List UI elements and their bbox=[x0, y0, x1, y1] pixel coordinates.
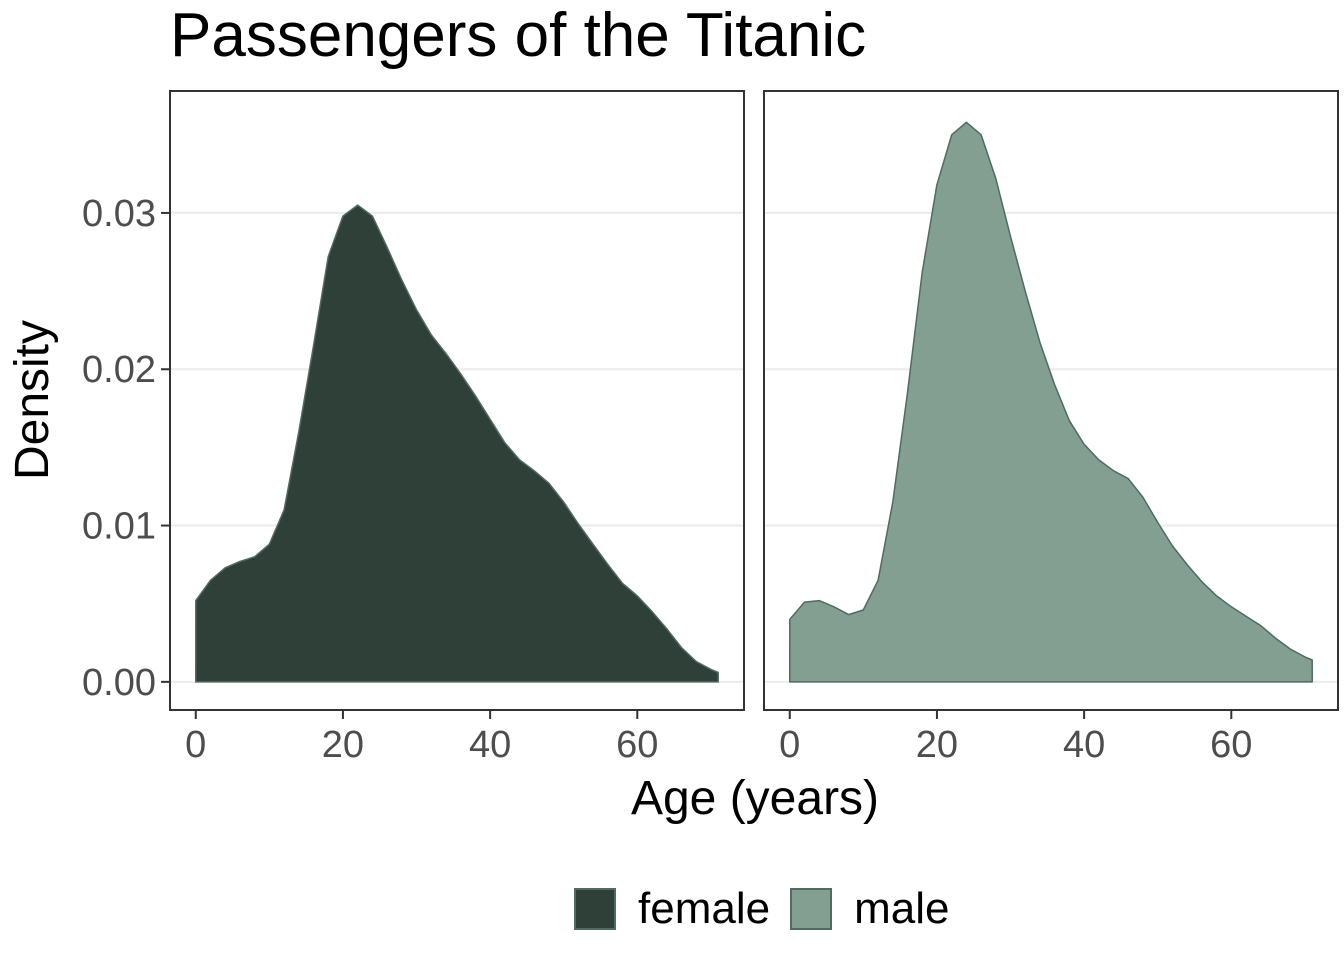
legend-label-female: female bbox=[638, 884, 771, 933]
x-axis-title: Age (years) bbox=[631, 772, 879, 825]
panel-male: 0 20 40 60 bbox=[763, 90, 1339, 766]
y-tick-label-2: 0.02 bbox=[82, 349, 156, 391]
x-tick-label-female-3: 60 bbox=[616, 724, 658, 766]
density-area-female bbox=[195, 204, 719, 683]
legend-label-male: male bbox=[854, 884, 950, 933]
panel-border-male bbox=[763, 90, 1339, 711]
x-tick-label-male-0: 0 bbox=[779, 724, 800, 766]
x-tick-label-female-0: 0 bbox=[185, 724, 206, 766]
x-tick-label-male-2: 40 bbox=[1063, 724, 1105, 766]
x-tick-label-female-2: 40 bbox=[469, 724, 511, 766]
density-area-male bbox=[789, 121, 1313, 683]
chart-title: Passengers of the Titanic bbox=[170, 1, 867, 70]
panel-female: 0 20 40 60 0.00 0.01 0.02 0.03 bbox=[82, 90, 745, 766]
legend-key-female bbox=[574, 888, 616, 930]
y-tick-label-0: 0.00 bbox=[82, 662, 156, 704]
legend-item-female: female bbox=[574, 884, 770, 934]
y-axis-title: Density bbox=[6, 320, 59, 480]
legend: female male bbox=[574, 884, 969, 934]
legend-item-male: male bbox=[790, 884, 949, 934]
x-tick-label-male-3: 60 bbox=[1210, 724, 1252, 766]
x-tick-label-female-1: 20 bbox=[322, 724, 364, 766]
y-tick-label-1: 0.01 bbox=[82, 506, 156, 548]
legend-key-male bbox=[790, 888, 833, 930]
y-tick-label-3: 0.03 bbox=[82, 193, 156, 235]
x-tick-label-male-1: 20 bbox=[916, 724, 958, 766]
panels-group: 0 20 40 60 0.00 0.01 0.02 0.03 0 20 40 60 bbox=[82, 90, 1339, 766]
panel-border-female bbox=[169, 90, 745, 711]
